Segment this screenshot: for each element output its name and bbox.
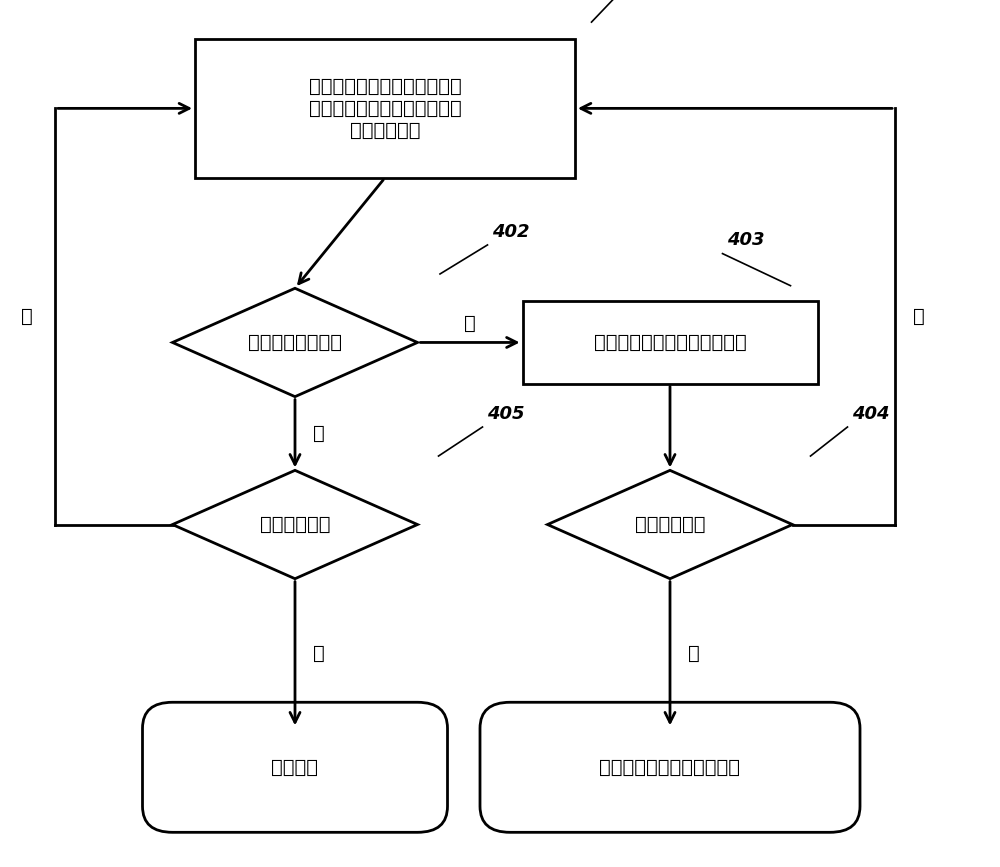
Text: 否: 否 xyxy=(21,307,33,326)
Polygon shape xyxy=(548,470,792,579)
Text: 402: 402 xyxy=(492,223,530,240)
FancyBboxPatch shape xyxy=(143,702,448,832)
Text: 记录出错信息，并取消升级: 记录出错信息，并取消升级 xyxy=(600,758,740,777)
Text: 否: 否 xyxy=(688,644,700,663)
Text: 软件升级执行模块执行升级操
作，并向服务端软件模块推送
当前升级状态: 软件升级执行模块执行升级操 作，并向服务端软件模块推送 当前升级状态 xyxy=(309,77,461,140)
Text: 404: 404 xyxy=(852,405,890,422)
Polygon shape xyxy=(173,288,418,397)
Text: 否: 否 xyxy=(464,314,476,333)
Text: 405: 405 xyxy=(488,405,525,422)
Text: 错误是否清除: 错误是否清除 xyxy=(635,515,705,534)
Text: 升级是否完成: 升级是否完成 xyxy=(260,515,330,534)
Text: 是: 是 xyxy=(913,307,925,326)
FancyBboxPatch shape xyxy=(523,302,818,383)
Text: 403: 403 xyxy=(728,231,765,250)
Polygon shape xyxy=(173,470,418,579)
FancyBboxPatch shape xyxy=(480,702,860,832)
Text: 升级结束: 升级结束 xyxy=(272,758,318,777)
Text: 是: 是 xyxy=(313,644,325,663)
Text: 升级状态是否正确: 升级状态是否正确 xyxy=(248,333,342,352)
FancyBboxPatch shape xyxy=(195,39,575,178)
Text: 是: 是 xyxy=(313,424,325,443)
Text: 分析错误类型并进行自动处理: 分析错误类型并进行自动处理 xyxy=(594,333,746,352)
